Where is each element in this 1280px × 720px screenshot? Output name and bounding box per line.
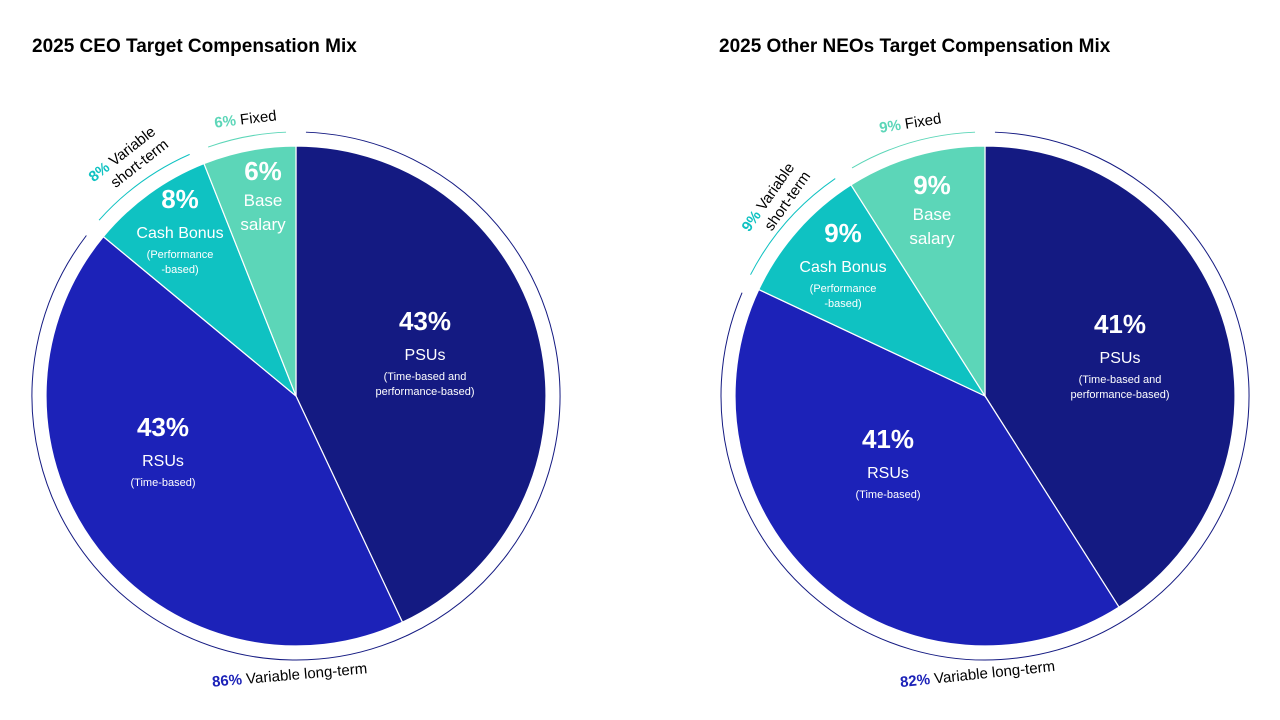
slice-name: Cash Bonus	[136, 225, 223, 242]
slice-sub: (Time-based)	[131, 477, 196, 489]
group-label: 9% Fixed	[878, 110, 942, 137]
group-arc	[851, 131, 976, 169]
slice-sub: (Performance	[147, 249, 214, 261]
slice-pct: 8%	[161, 184, 199, 214]
slice-sub: performance-based)	[1070, 389, 1169, 401]
slice-pct: 43%	[399, 306, 451, 336]
group-label: 82% Variable long-term	[899, 658, 1056, 691]
pie-slice-base-salary	[203, 145, 297, 397]
slice-label: 9% Cash Bonus (Performance -based)	[799, 218, 886, 310]
slice-sub: (Time-based)	[856, 489, 921, 501]
group-arc	[750, 178, 836, 275]
group-arc	[720, 131, 1250, 661]
slice-name: PSUs	[1100, 350, 1141, 367]
group-label: 86% Variable long-term	[211, 660, 368, 691]
group-arc	[98, 153, 190, 221]
pie-slice-base-salary	[850, 145, 986, 399]
slice-name: Base	[913, 205, 952, 224]
slice-name: PSUs	[405, 347, 446, 364]
slice-sub: -based)	[161, 264, 198, 276]
chart-title-ceo: 2025 CEO Target Compensation Mix	[32, 36, 357, 57]
slice-sub: -based)	[824, 298, 861, 310]
group-arc	[31, 131, 561, 661]
slice-label: 43% RSUs (Time-based)	[131, 412, 196, 489]
pie-slice-rsus	[45, 235, 404, 647]
group-arc	[207, 131, 287, 148]
slice-name: RSUs	[867, 465, 909, 482]
slice-label: 43% PSUs (Time-based and performance-based)	[375, 306, 474, 398]
slice-pct: 41%	[1094, 309, 1146, 339]
slice-name: Base	[244, 191, 283, 210]
pie-slice-cash-bonus	[102, 162, 297, 397]
chart-title-neos: 2025 Other NEOs Target Compensation Mix	[719, 36, 1111, 57]
slice-name: salary	[909, 229, 955, 248]
slice-sub: (Time-based and	[1079, 374, 1162, 386]
pie-slice-psus	[984, 145, 1236, 608]
slice-label: 6% Base salary	[240, 156, 286, 234]
slice-pct: 9%	[913, 170, 951, 200]
slice-pct: 9%	[824, 218, 862, 248]
pie-slice-cash-bonus	[757, 184, 987, 398]
slice-sub: (Performance	[810, 283, 877, 295]
slice-label: 41% PSUs (Time-based and performance-based)	[1070, 309, 1169, 401]
slice-pct: 6%	[244, 156, 282, 186]
slice-name: Cash Bonus	[799, 259, 886, 276]
slice-label: 41% RSUs (Time-based)	[856, 424, 921, 501]
slice-pct: 41%	[862, 424, 914, 454]
slice-label: 8% Cash Bonus (Performance -based)	[136, 184, 223, 276]
slice-pct: 43%	[137, 412, 189, 442]
group-label: 6% Fixed	[213, 107, 277, 131]
pie-slice-rsus	[734, 288, 1120, 647]
slice-sub: (Time-based and	[384, 371, 467, 383]
slice-name: salary	[240, 215, 286, 234]
pie-slice-psus	[295, 145, 547, 624]
slice-name: RSUs	[142, 453, 184, 470]
slice-label: 9% Base salary	[909, 170, 955, 248]
slice-sub: performance-based)	[375, 386, 474, 398]
